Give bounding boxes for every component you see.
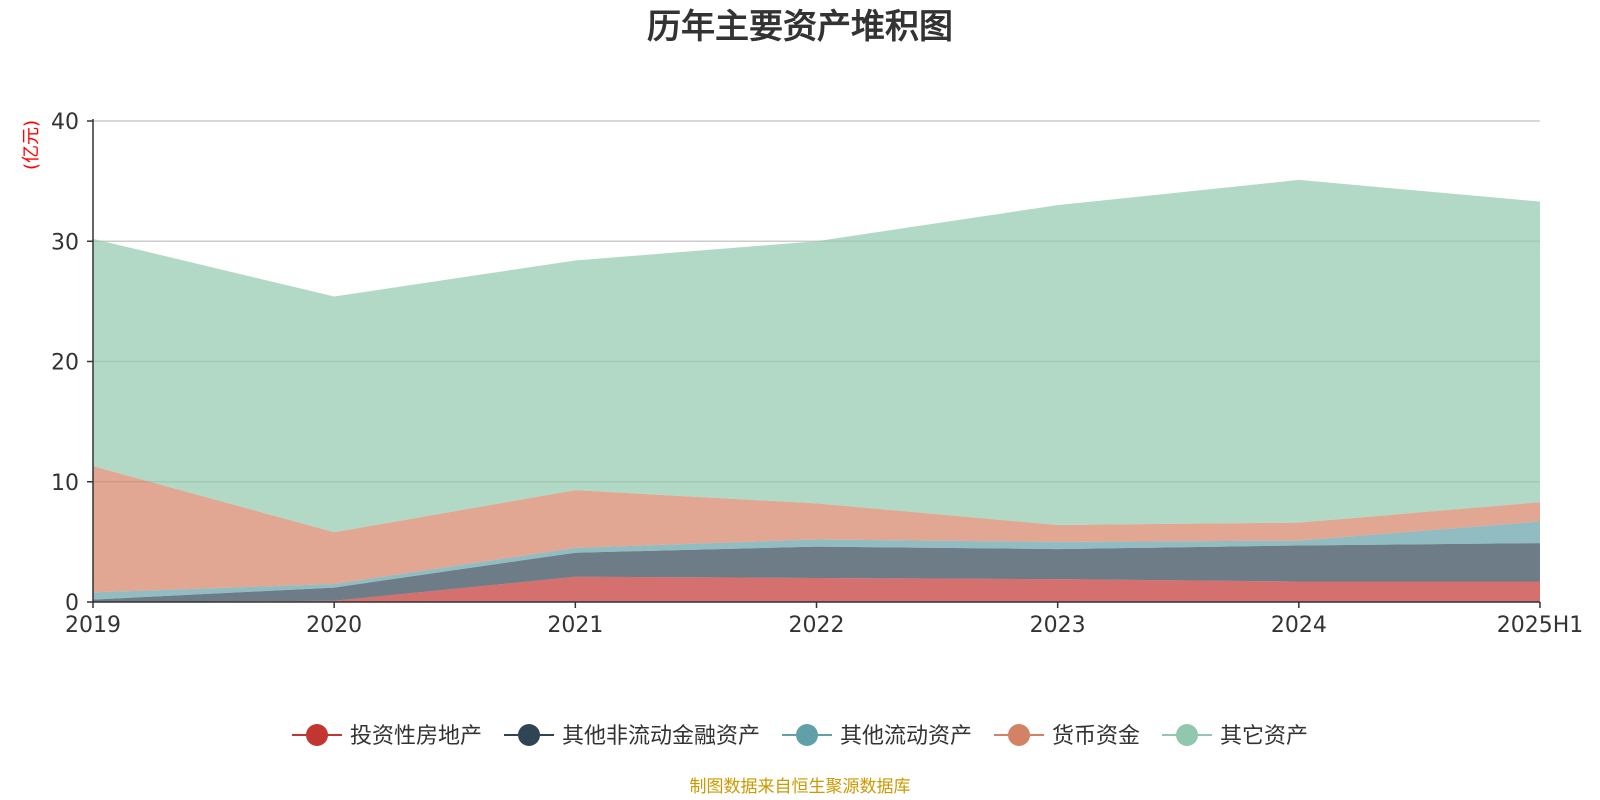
y-tick-label: 40 — [51, 110, 79, 135]
area-series-0[interactable] — [93, 576, 1540, 602]
legend-marker-icon — [1008, 724, 1030, 746]
legend-label: 货币资金 — [1052, 724, 1140, 749]
area-series-4[interactable] — [93, 179, 1540, 533]
area-series-3[interactable] — [93, 466, 1540, 593]
legend-item-0[interactable]: 投资性房地产 — [292, 724, 482, 749]
legend-marker-icon — [518, 724, 540, 746]
legend-item-4[interactable]: 其它资产 — [1162, 724, 1308, 749]
area-series-1[interactable] — [93, 543, 1540, 602]
legend-item-3[interactable]: 货币资金 — [994, 724, 1140, 749]
y-tick-label: 0 — [65, 591, 79, 616]
legend-label: 其他流动资产 — [840, 724, 972, 749]
legend-label: 其他非流动金融资产 — [562, 724, 760, 749]
legend-label: 其它资产 — [1220, 724, 1308, 749]
legend[interactable]: 投资性房地产 其他非流动金融资产 其他流动资产 货币资金 其它资产 — [292, 724, 1308, 749]
legend-item-1[interactable]: 其他非流动金融资产 — [504, 724, 760, 749]
area-series-2[interactable] — [93, 521, 1540, 600]
legend-item-2[interactable]: 其他流动资产 — [782, 724, 972, 749]
y-axis-unit-label: (亿元) — [21, 120, 42, 170]
x-tick-label: 2024 — [1271, 613, 1327, 638]
x-tick-label: 2022 — [789, 613, 845, 638]
x-tick-label: 2020 — [306, 613, 362, 638]
axes: 0 10 20 30 40 2019 2020 2021 2022 2023 2024 2025H1 — [51, 110, 1583, 638]
legend-label: 投资性房地产 — [350, 724, 482, 749]
x-tick-label: 2025H1 — [1497, 613, 1584, 638]
legend-marker-icon — [796, 724, 818, 746]
y-tick-label: 30 — [51, 230, 79, 255]
legend-marker-icon — [1176, 724, 1198, 746]
x-tick-label: 2023 — [1030, 613, 1086, 638]
x-tick-label: 2021 — [547, 613, 603, 638]
data-source-note: 制图数据来自恒生聚源数据库 — [690, 777, 911, 797]
legend-marker-icon — [306, 724, 328, 746]
area-series — [93, 179, 1540, 602]
chart-title: 历年主要资产堆积图 — [647, 7, 953, 47]
y-tick-label: 20 — [51, 351, 79, 376]
x-tick-label: 2019 — [65, 613, 121, 638]
y-tick-label: 10 — [51, 471, 79, 496]
